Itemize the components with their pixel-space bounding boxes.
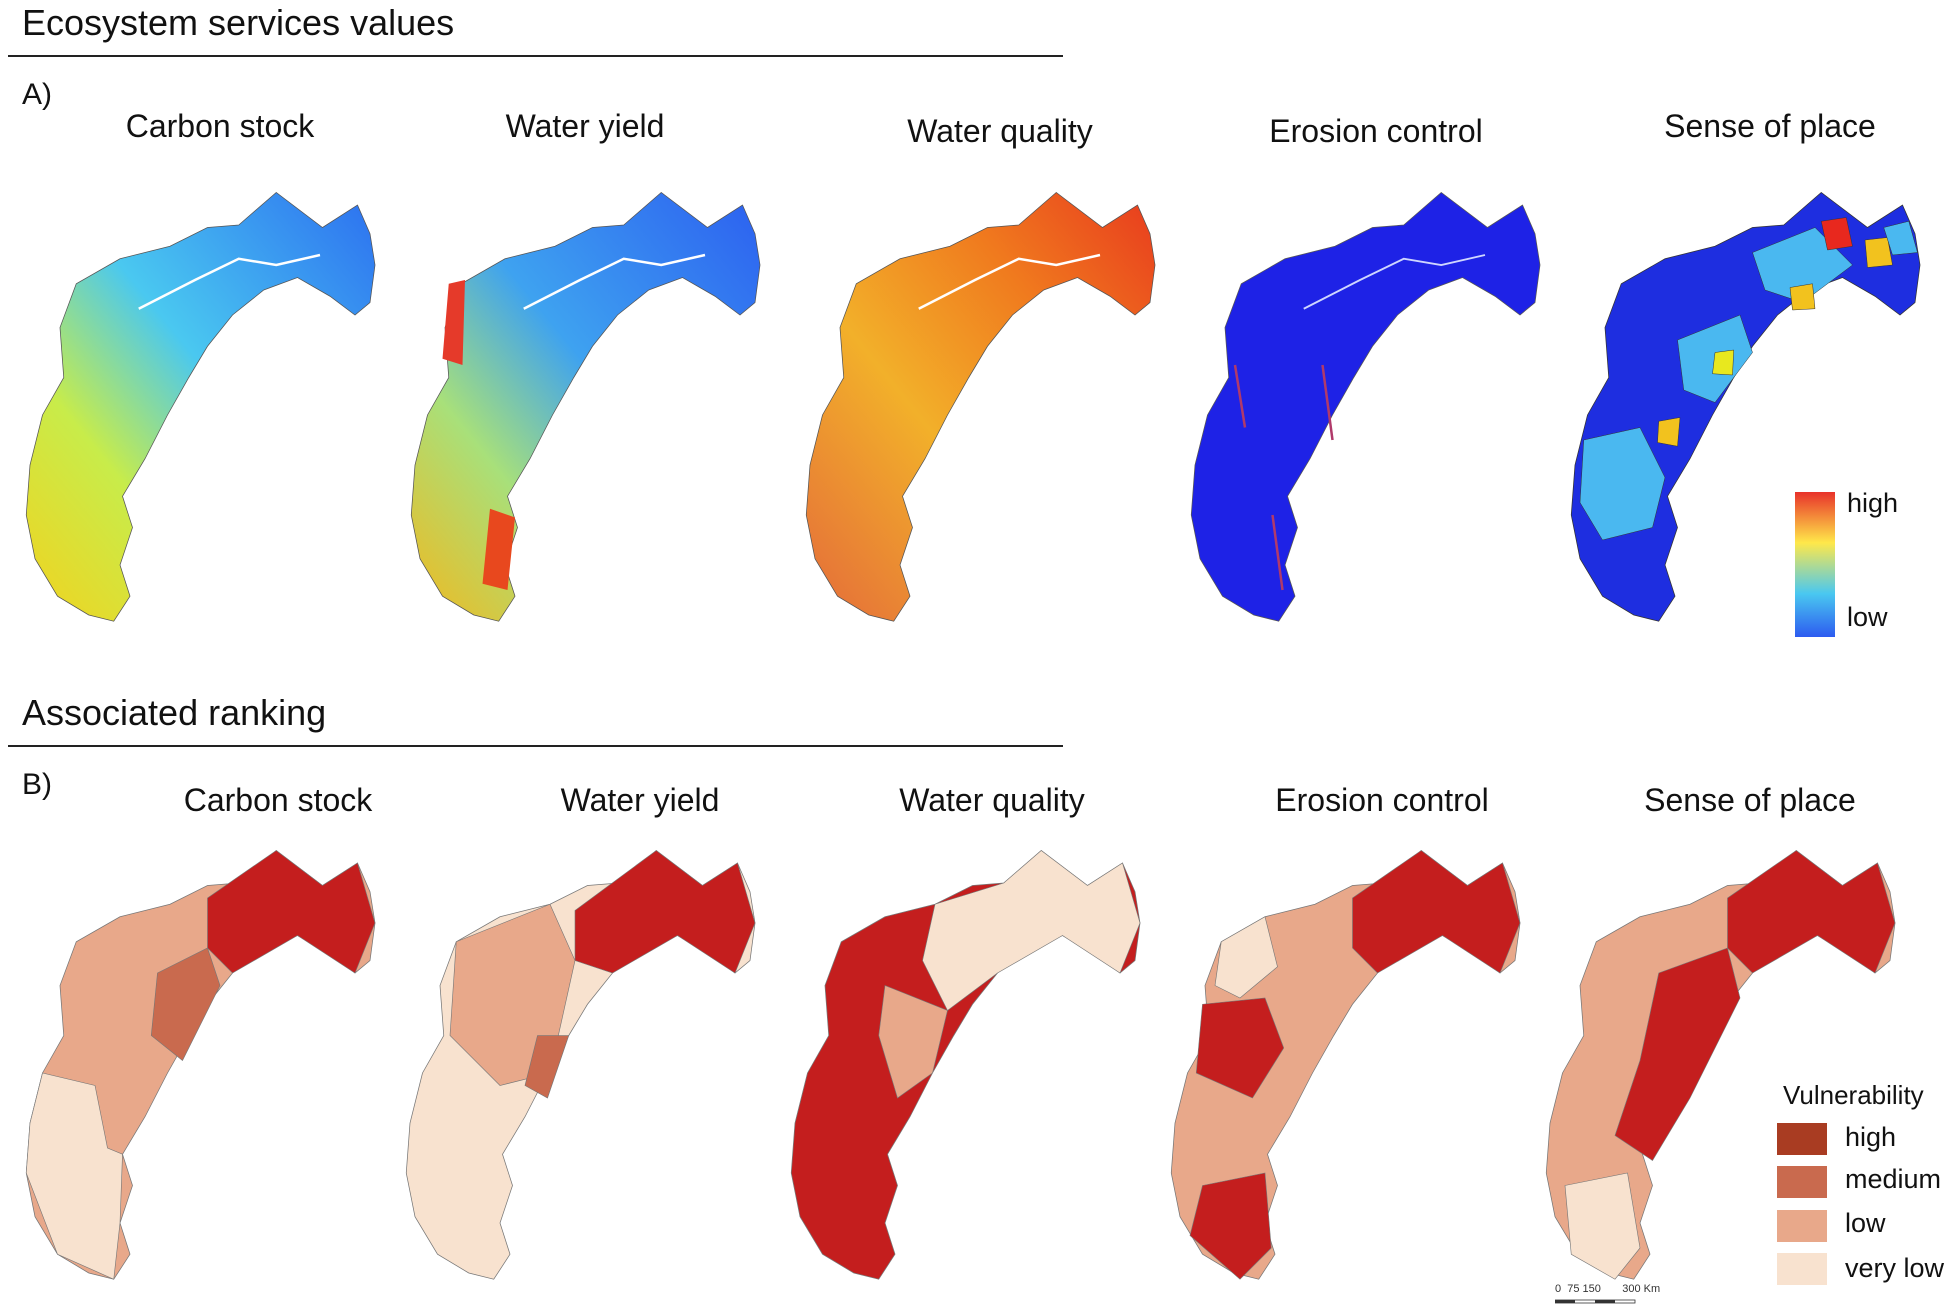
map-b-sense-of-place [1545, 850, 1896, 1280]
a-title-carbon: Carbon stock [125, 108, 315, 144]
vuln-label-medium: medium [1845, 1164, 1942, 1194]
section-b-rule [8, 745, 1063, 747]
scale-bar [1555, 1299, 1636, 1304]
b-title-carbon: Carbon stock [183, 782, 373, 818]
region-shape [410, 192, 761, 622]
section-b-title: Associated ranking [22, 692, 327, 733]
b-title-sense-place: Sense of place [1644, 782, 1856, 818]
scale-bar-text: 0 75 150 300 Km [1555, 1283, 1661, 1295]
region-shape [1570, 192, 1921, 622]
section-a-title: Ecosystem services values [22, 2, 455, 43]
value-color-bar [1795, 492, 1835, 637]
swatch-high [1777, 1123, 1827, 1155]
region-shape [1190, 192, 1541, 622]
region-shape [805, 192, 1156, 622]
vuln-label-low: low [1845, 1208, 1886, 1238]
region-shape [790, 850, 1141, 1280]
vulnerability-legend-title: Vulnerability [1783, 1080, 1924, 1110]
vuln-label-very-low: very low [1845, 1253, 1945, 1283]
map-a-water-quality [805, 192, 1156, 622]
swatch-medium [1777, 1166, 1827, 1198]
swatch-very-low [1777, 1253, 1827, 1285]
map-a-sense-of-place [1570, 192, 1921, 622]
b-title-erosion: Erosion control [1275, 782, 1489, 818]
map-b-water-quality [790, 850, 1141, 1280]
map-b-water-yield [405, 850, 756, 1280]
map-b-carbon-stock [25, 850, 376, 1280]
map-a-water-yield [410, 192, 761, 622]
map-a-erosion-control [1190, 192, 1541, 622]
value-legend-high: high [1847, 488, 1899, 518]
section-a-rule [8, 55, 1063, 57]
a-title-sense-place: Sense of place [1664, 108, 1876, 144]
map-b-erosion-control [1170, 850, 1521, 1280]
map-a-carbon-stock [25, 192, 376, 622]
a-title-erosion: Erosion control [1269, 113, 1483, 149]
region-shape [1545, 850, 1896, 1280]
vuln-label-high: high [1845, 1122, 1897, 1152]
swatch-low [1777, 1210, 1827, 1242]
b-title-water-quality: Water quality [899, 782, 1085, 818]
value-legend-low: low [1847, 602, 1888, 632]
b-title-water-yield: Water yield [560, 782, 720, 818]
a-title-water-quality: Water quality [907, 113, 1093, 149]
a-title-water-yield: Water yield [505, 108, 665, 144]
panel-b-tag: B) [22, 768, 52, 801]
panel-a-tag: A) [22, 78, 52, 111]
region-shape [25, 192, 376, 622]
